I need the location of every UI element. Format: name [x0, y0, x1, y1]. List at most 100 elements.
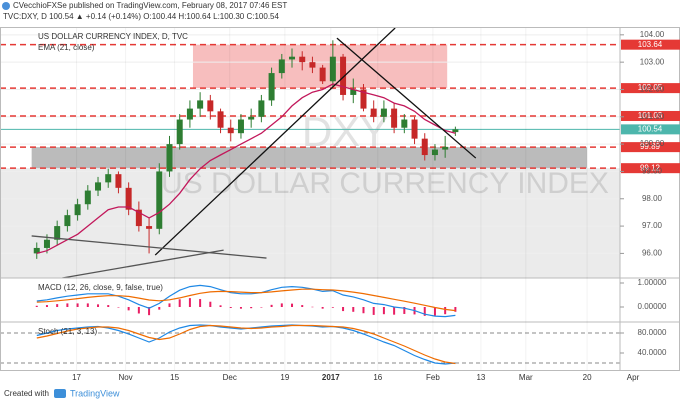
candle-body: [452, 129, 459, 133]
histogram-bar: [45, 305, 48, 307]
histogram-bar: [321, 306, 324, 309]
candle-body: [289, 56, 296, 60]
histogram-bar: [56, 304, 59, 307]
candle-body: [135, 209, 142, 227]
candle-body: [43, 239, 50, 248]
histogram-bar: [35, 305, 38, 307]
footer-brand: TradingView: [70, 388, 120, 398]
histogram-bar: [86, 303, 89, 307]
x-tick-label: Nov: [118, 373, 132, 382]
candle-body: [166, 144, 173, 172]
histogram-bar: [260, 306, 263, 308]
histogram-bar: [178, 299, 181, 307]
y-tick-label: 80.0000: [638, 328, 667, 337]
indicator-line: [36, 324, 456, 365]
watermark: US DOLLAR CURRENCY INDEX: [161, 167, 609, 200]
avatar-icon: [2, 2, 10, 10]
histogram-bar: [291, 303, 294, 307]
ema-legend: EMA (21, close): [38, 43, 95, 52]
candle-body: [84, 190, 91, 205]
y-tick-label: 97.00: [642, 221, 663, 230]
candle-body: [207, 100, 214, 112]
histogram-bar: [219, 305, 222, 307]
candle-body: [217, 111, 224, 128]
histogram-bar: [127, 306, 130, 311]
histogram-bar: [342, 306, 345, 312]
candle-body: [329, 56, 336, 82]
footer-created: Created with: [4, 389, 49, 398]
candle-body: [299, 56, 306, 63]
level-label-box: [621, 110, 680, 121]
histogram-bar: [331, 306, 334, 308]
candle-body: [442, 146, 449, 150]
candle-body: [370, 108, 377, 117]
candle-body: [360, 89, 367, 109]
panel-title: Stoch (21, 3, 13): [38, 327, 97, 336]
histogram-bar: [117, 306, 120, 308]
x-tick-label: Feb: [426, 373, 440, 382]
level-label: 99.12: [640, 163, 661, 172]
histogram-bar: [76, 303, 79, 307]
histogram-bar: [382, 306, 385, 315]
y-tick-label: 1.00000: [638, 278, 667, 287]
candle-body: [186, 108, 193, 120]
histogram-bar: [137, 306, 140, 314]
level-label: 103.64: [638, 40, 663, 49]
last-price-label: 100.54: [638, 124, 663, 133]
histogram-bar: [209, 301, 212, 307]
histogram-bar: [352, 306, 355, 312]
candle-body: [340, 56, 347, 95]
histogram-bar: [403, 306, 406, 314]
candle-body: [248, 116, 255, 120]
candle-body: [350, 89, 357, 95]
trend-line: [62, 249, 224, 278]
candle-body: [176, 119, 183, 145]
candle-body: [156, 171, 163, 229]
level-label-box: [621, 163, 680, 174]
candle-body: [391, 108, 398, 128]
histogram-bar: [168, 303, 171, 307]
x-tick-label: Mar: [519, 373, 533, 382]
zone: [192, 44, 448, 89]
x-tick-label: 17: [72, 373, 81, 382]
level-label: 102.05: [638, 83, 663, 92]
x-tick-label: 16: [373, 373, 382, 382]
y-tick-label: 102.00: [640, 85, 665, 94]
candle-body: [146, 226, 153, 229]
trend-line: [31, 235, 267, 259]
trend-line: [154, 28, 396, 256]
histogram-bar: [362, 306, 365, 314]
histogram-bar: [311, 306, 314, 308]
panel-title: MACD (12, 26, close, 9, false, true): [38, 283, 163, 292]
candle-body: [95, 182, 102, 191]
axes: 103.64 102.05 101.03 99.89 99.12 100.54 US DOL…: [0, 27, 680, 382]
panel-title: US DOLLAR CURRENCY INDEX, D, TVC: [38, 32, 188, 41]
published-line: CVecchioFXSe published on TradingView.co…: [13, 1, 287, 10]
candle-body: [268, 73, 275, 101]
y-tick-label: 103.00: [640, 57, 665, 66]
indicator-line: [36, 288, 456, 312]
candle-body: [380, 108, 387, 117]
candle-body: [54, 226, 61, 240]
y-tick-label: 101.00: [640, 112, 665, 121]
zone: [0, 168, 620, 278]
histogram-bar: [423, 306, 426, 316]
histogram-bar: [66, 303, 69, 307]
histogram-bar: [250, 306, 253, 309]
y-tick-label: 0.00000: [638, 302, 667, 311]
candle-body: [319, 67, 326, 82]
level-label: 101.03: [638, 111, 663, 120]
quote-line: TVC:DXY, D 100.54 ▲ +0.14 (+0.14%) O:100…: [3, 12, 280, 21]
tradingview-logo: [54, 389, 66, 398]
x-tick-label: 2017: [322, 373, 340, 382]
candle-body: [421, 138, 428, 156]
y-tick-label: 99.00: [642, 167, 663, 176]
y-tick-label: 40.0000: [638, 348, 667, 357]
candle-body: [197, 100, 204, 109]
level-label: 99.89: [640, 142, 661, 151]
x-tick-label: Apr: [627, 373, 640, 382]
last-price-box: [621, 124, 680, 135]
histogram-bar: [97, 304, 100, 307]
